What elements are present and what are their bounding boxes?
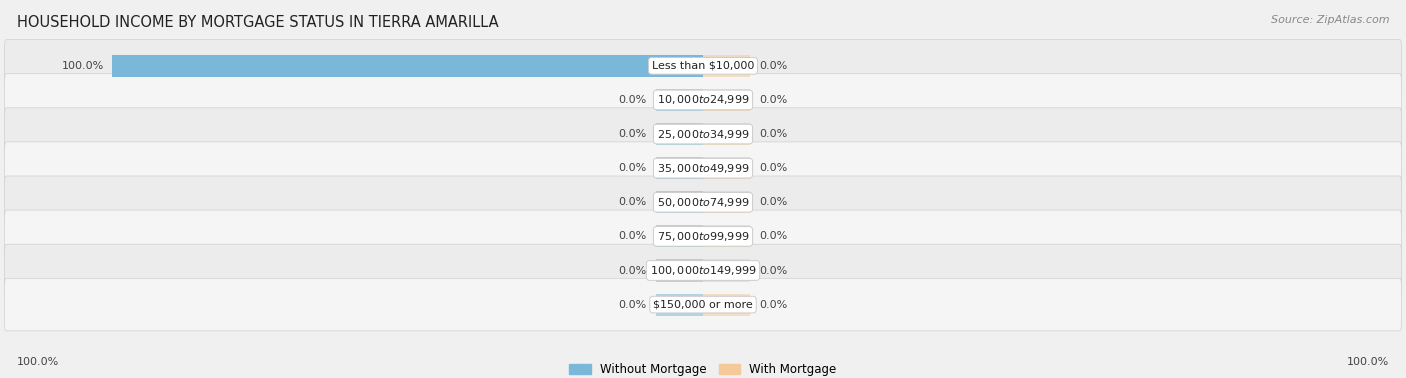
Text: 0.0%: 0.0% <box>759 95 787 105</box>
Text: 0.0%: 0.0% <box>759 197 787 207</box>
Bar <box>655 89 703 111</box>
Text: 0.0%: 0.0% <box>759 231 787 242</box>
Text: $25,000 to $34,999: $25,000 to $34,999 <box>657 127 749 141</box>
Bar <box>703 55 751 77</box>
FancyBboxPatch shape <box>4 278 1402 331</box>
FancyBboxPatch shape <box>4 244 1402 297</box>
Bar <box>703 259 751 282</box>
Text: $35,000 to $49,999: $35,000 to $49,999 <box>657 162 749 175</box>
Bar <box>655 123 703 145</box>
Text: 100.0%: 100.0% <box>17 357 59 367</box>
Text: 0.0%: 0.0% <box>619 265 647 276</box>
Text: $100,000 to $149,999: $100,000 to $149,999 <box>650 264 756 277</box>
Text: 0.0%: 0.0% <box>619 197 647 207</box>
FancyBboxPatch shape <box>4 142 1402 194</box>
Text: 100.0%: 100.0% <box>62 61 104 71</box>
Bar <box>703 123 751 145</box>
Text: Less than $10,000: Less than $10,000 <box>652 61 754 71</box>
Bar <box>655 191 703 213</box>
Bar <box>655 294 703 316</box>
Text: 0.0%: 0.0% <box>619 163 647 173</box>
Text: 100.0%: 100.0% <box>1347 357 1389 367</box>
FancyBboxPatch shape <box>4 40 1402 92</box>
Text: $10,000 to $24,999: $10,000 to $24,999 <box>657 93 749 107</box>
Text: 0.0%: 0.0% <box>619 95 647 105</box>
FancyBboxPatch shape <box>4 108 1402 160</box>
Bar <box>703 157 751 179</box>
Bar <box>655 225 703 248</box>
Bar <box>703 191 751 213</box>
Text: $75,000 to $99,999: $75,000 to $99,999 <box>657 230 749 243</box>
Text: 0.0%: 0.0% <box>759 61 787 71</box>
Text: 0.0%: 0.0% <box>759 265 787 276</box>
Bar <box>655 259 703 282</box>
Text: $50,000 to $74,999: $50,000 to $74,999 <box>657 196 749 209</box>
Text: Source: ZipAtlas.com: Source: ZipAtlas.com <box>1271 15 1389 25</box>
Bar <box>703 89 751 111</box>
Text: HOUSEHOLD INCOME BY MORTGAGE STATUS IN TIERRA AMARILLA: HOUSEHOLD INCOME BY MORTGAGE STATUS IN T… <box>17 15 499 30</box>
Text: 0.0%: 0.0% <box>759 129 787 139</box>
Text: 0.0%: 0.0% <box>759 163 787 173</box>
Bar <box>703 225 751 248</box>
Text: 0.0%: 0.0% <box>619 300 647 310</box>
FancyBboxPatch shape <box>4 210 1402 263</box>
Text: 0.0%: 0.0% <box>759 300 787 310</box>
Text: 0.0%: 0.0% <box>619 129 647 139</box>
FancyBboxPatch shape <box>4 74 1402 126</box>
Bar <box>703 294 751 316</box>
Text: 0.0%: 0.0% <box>619 231 647 242</box>
Text: $150,000 or more: $150,000 or more <box>654 300 752 310</box>
FancyBboxPatch shape <box>4 176 1402 229</box>
Bar <box>112 55 703 77</box>
Legend: Without Mortgage, With Mortgage: Without Mortgage, With Mortgage <box>565 358 841 378</box>
Bar <box>655 157 703 179</box>
